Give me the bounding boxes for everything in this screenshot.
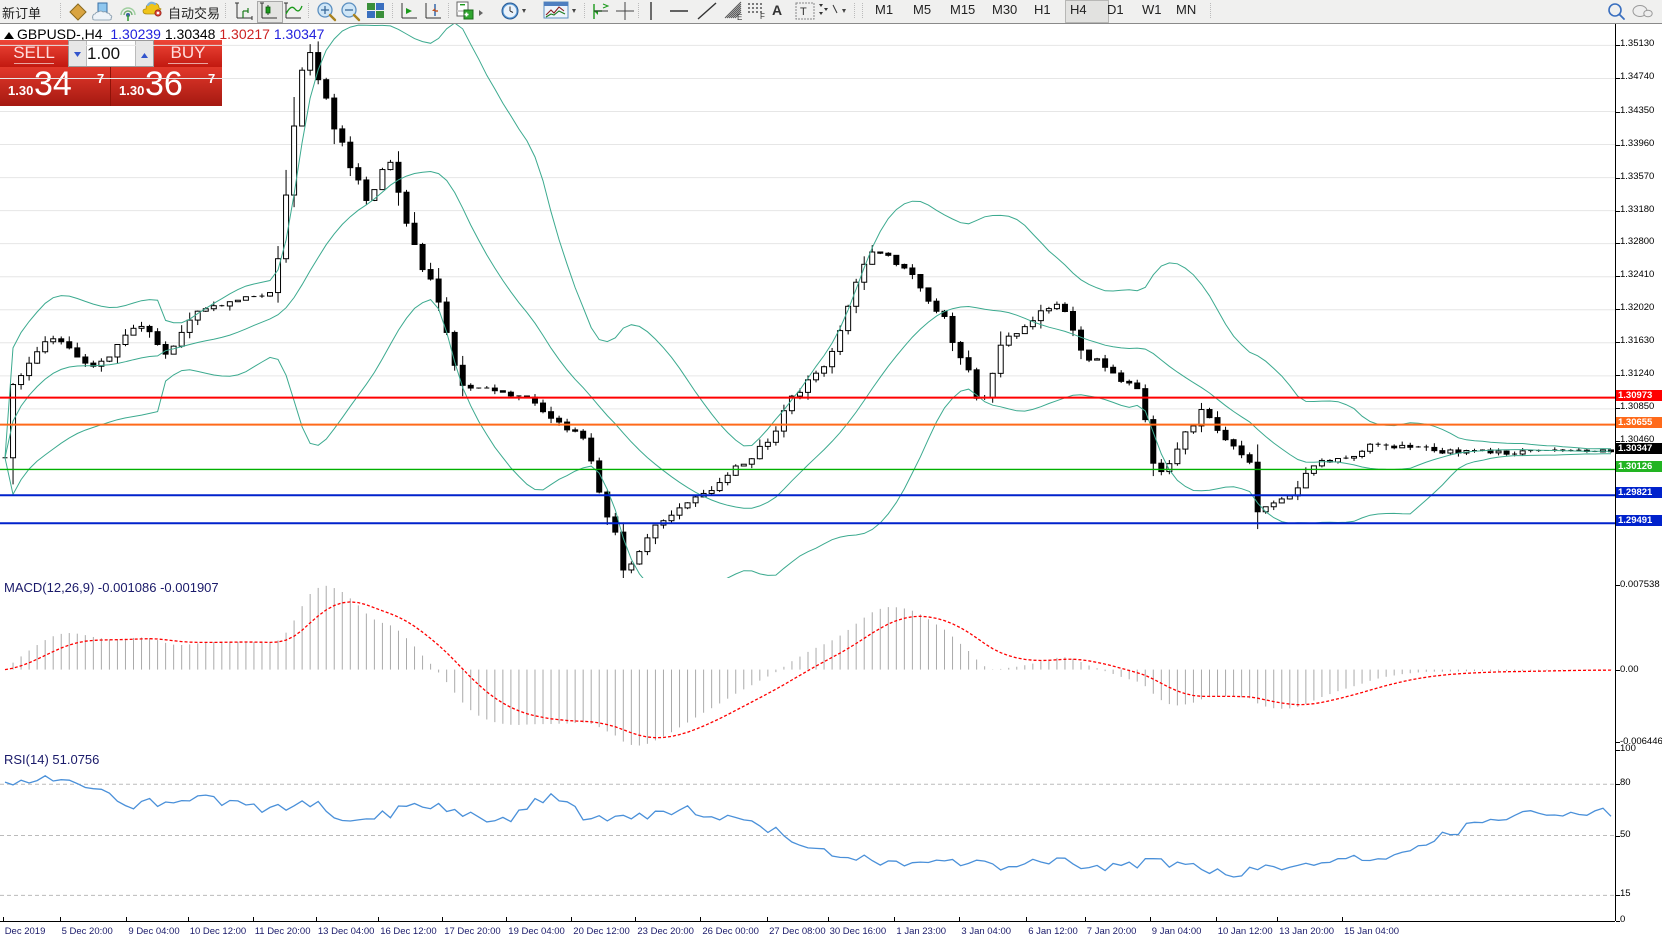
svg-text:MACD(12,26,9) -0.001086 -0.001: MACD(12,26,9) -0.001086 -0.001907 — [4, 580, 219, 595]
svg-text:F: F — [760, 12, 765, 20]
svg-text:T: T — [800, 6, 807, 18]
svg-text:RSI(14) 51.0756: RSI(14) 51.0756 — [4, 752, 99, 767]
svg-text:E: E — [737, 13, 742, 21]
